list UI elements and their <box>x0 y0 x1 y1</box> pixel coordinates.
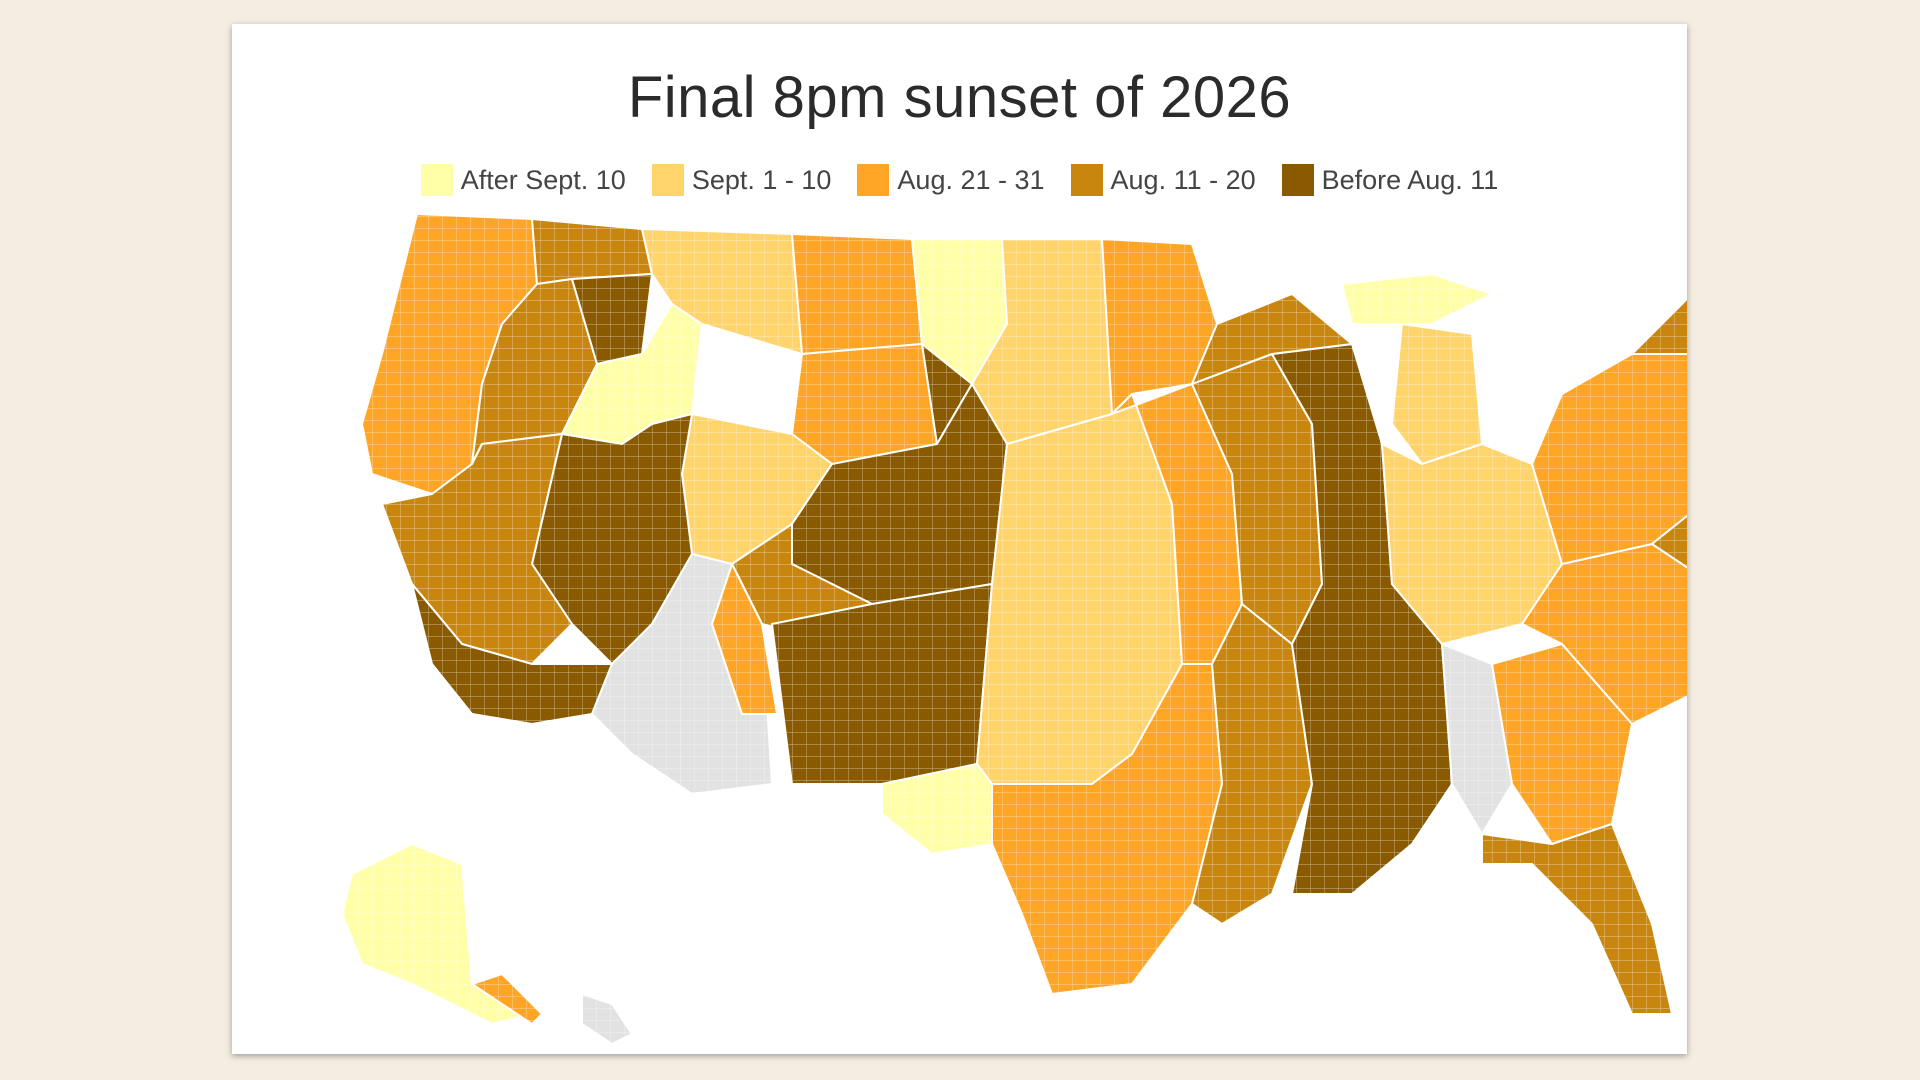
legend-label: Aug. 11 - 20 <box>1110 164 1256 195</box>
region-florida <box>1481 823 1673 1015</box>
legend-swatch <box>1281 164 1314 196</box>
legend-label: After Sept. 10 <box>460 164 626 195</box>
region-wyoming <box>791 343 938 465</box>
map-title: Final 8pm sunset of 2026 <box>627 65 1292 130</box>
legend-label: Aug. 21 - 31 <box>897 164 1045 195</box>
region-upper-peninsula <box>1341 273 1493 325</box>
region-hawaii <box>581 993 633 1045</box>
legend: After Sept. 10 Sept. 1 - 10 Aug. 21 - 31… <box>232 164 1687 196</box>
region-michigan <box>1391 323 1483 465</box>
region-mt-east <box>791 233 923 355</box>
legend-swatch <box>1070 164 1103 196</box>
us-county-map <box>341 213 1687 1045</box>
legend-item-after-sept-10: After Sept. 10 <box>420 164 626 196</box>
legend-swatch <box>651 164 684 196</box>
legend-label: Before Aug. 11 <box>1321 164 1499 195</box>
legend-item-aug-21-31: Aug. 21 - 31 <box>857 164 1045 196</box>
legend-swatch <box>420 164 453 196</box>
legend-swatch <box>857 164 890 196</box>
legend-item-sept-1-10: Sept. 1 - 10 <box>651 164 832 196</box>
legend-item-aug-11-20: Aug. 11 - 20 <box>1070 164 1256 196</box>
legend-label: Sept. 1 - 10 <box>691 164 832 195</box>
region-pa-ny <box>1531 353 1687 565</box>
legend-item-before-aug-11: Before Aug. 11 <box>1281 164 1499 196</box>
map-card: Final 8pm sunset of 2026 After Sept. 10 … <box>232 24 1687 1054</box>
